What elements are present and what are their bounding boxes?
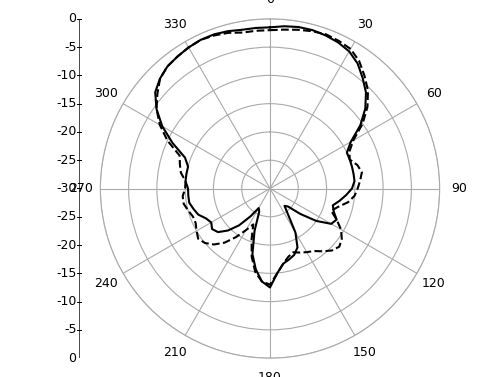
Text: -15: -15	[56, 267, 76, 280]
Line: 无DGS: 无DGS	[156, 30, 368, 285]
Text: 0: 0	[68, 352, 76, 365]
加入DGS	[314, 219, 320, 223]
Text: -25: -25	[56, 210, 76, 223]
无DGS	[357, 178, 363, 183]
无DGS	[198, 38, 203, 42]
Text: -25: -25	[56, 154, 76, 167]
加入DGS	[267, 25, 273, 30]
无DGS	[154, 92, 160, 96]
无DGS	[250, 222, 256, 227]
Line: 加入DGS: 加入DGS	[155, 26, 366, 288]
加入DGS	[198, 38, 203, 42]
无DGS	[323, 32, 329, 37]
无DGS	[267, 28, 273, 32]
无DGS	[259, 279, 265, 284]
无DGS	[339, 236, 345, 241]
Text: -30: -30	[56, 182, 76, 195]
加入DGS	[296, 25, 302, 29]
加入DGS	[152, 90, 158, 94]
无DGS	[164, 64, 170, 69]
Text: -10: -10	[56, 69, 76, 82]
加入DGS	[253, 267, 259, 271]
加入DGS	[267, 25, 273, 30]
Text: 0: 0	[68, 12, 76, 25]
Text: -15: -15	[56, 97, 76, 110]
加入DGS	[352, 179, 358, 183]
Text: -5: -5	[64, 323, 76, 336]
Text: -20: -20	[56, 126, 76, 138]
加入DGS	[282, 204, 288, 208]
Text: -10: -10	[56, 295, 76, 308]
Text: -20: -20	[56, 239, 76, 251]
加入DGS	[164, 64, 170, 69]
Text: -5: -5	[64, 41, 76, 54]
无DGS	[267, 28, 273, 32]
